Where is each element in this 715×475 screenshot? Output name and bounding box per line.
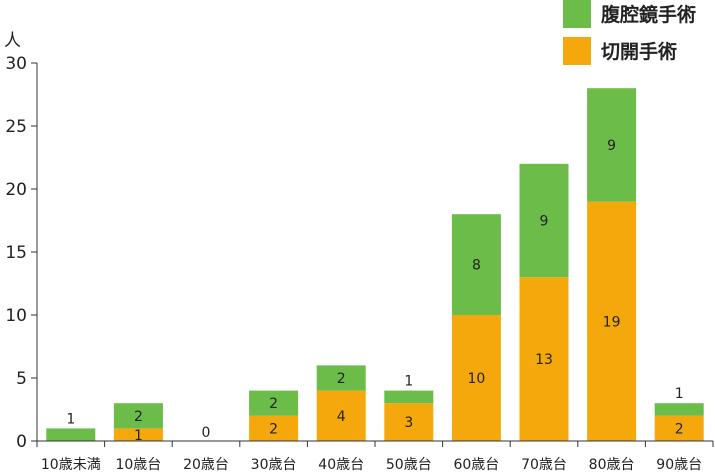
bars: 1 1 2 0 2 2 4 2 3 1 10 8 13 9 19 9 2 1 (46, 88, 704, 444)
x-category-label: 70歳台 (521, 457, 567, 473)
x-category-label: 10歳台 (115, 457, 161, 473)
y-tick-label: 25 (5, 117, 27, 137)
bar-segment (46, 428, 96, 441)
y-axis-unit-label: 人 (4, 31, 21, 51)
bar-segment (451, 315, 501, 441)
y-tick-label: 10 (5, 306, 27, 326)
data-label: 1 (404, 374, 413, 390)
data-label: 1 (675, 386, 684, 402)
legend-swatch (563, 0, 591, 28)
bar-segment (249, 415, 299, 441)
data-label: 1 (134, 428, 143, 444)
data-label: 9 (607, 138, 616, 154)
data-label: 4 (337, 409, 346, 425)
x-category-label: 20歳台 (183, 457, 229, 473)
data-label: 2 (134, 409, 143, 425)
bar-segment (519, 277, 569, 441)
x-category-label: 10歳未満 (41, 457, 101, 473)
data-label: 13 (535, 352, 553, 368)
x-category-label: 80歳台 (589, 457, 635, 473)
bar-segment (587, 88, 637, 202)
x-category-label: 30歳台 (251, 457, 297, 473)
data-label: 3 (404, 415, 413, 431)
bar-segment (587, 201, 637, 441)
x-category-label: 60歳台 (453, 457, 499, 473)
data-label: 8 (472, 258, 481, 274)
data-label: 2 (337, 371, 346, 387)
bar-segment (113, 428, 163, 441)
y-tick-label: 0 (16, 432, 27, 452)
x-axis: 10歳未満 10歳台 20歳台 30歳台 40歳台 50歳台 60歳台 70歳台 80歳台 90歳… (36, 440, 714, 473)
bar-segment (519, 163, 569, 278)
bar-segment (384, 390, 434, 404)
y-tick-label: 5 (16, 369, 27, 389)
y-tick-label: 30 (5, 54, 27, 74)
y-axis: 0 5 10 15 20 25 30 (5, 54, 38, 452)
legend-label: 腹腔鏡手術 (600, 3, 696, 26)
bar-segment (316, 365, 366, 391)
bar-segment (384, 403, 434, 441)
data-label: 2 (269, 421, 278, 437)
x-category-label: 90歳台 (656, 457, 702, 473)
x-category-label: 50歳台 (386, 457, 432, 473)
x-category-label: 40歳台 (318, 457, 364, 473)
bar-segment (316, 390, 366, 441)
bar-segment (654, 403, 704, 416)
legend-label: 切開手術 (601, 40, 677, 63)
bar-segment (113, 403, 163, 429)
data-label: 2 (675, 421, 684, 437)
y-tick-label: 15 (5, 243, 27, 263)
legend-swatch (563, 37, 591, 65)
data-label: 19 (603, 314, 621, 330)
data-label: 10 (467, 371, 485, 387)
data-label: 1 (66, 411, 75, 427)
bar-segment (249, 390, 299, 416)
data-label-zero: 0 (202, 425, 211, 441)
data-label: 2 (269, 396, 278, 412)
y-tick-label: 20 (5, 180, 27, 200)
data-label: 9 (540, 214, 549, 230)
bar-segment (451, 214, 501, 315)
bar-segment (654, 415, 704, 441)
